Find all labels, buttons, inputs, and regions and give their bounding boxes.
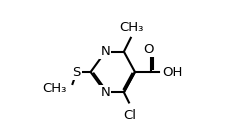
Text: N: N (100, 86, 110, 99)
Text: CH₃: CH₃ (42, 82, 66, 95)
Text: O: O (143, 43, 153, 56)
Text: Cl: Cl (122, 109, 135, 122)
Text: S: S (72, 66, 81, 79)
Text: N: N (100, 45, 110, 58)
Text: OH: OH (162, 66, 182, 79)
Text: CH₃: CH₃ (119, 21, 143, 34)
